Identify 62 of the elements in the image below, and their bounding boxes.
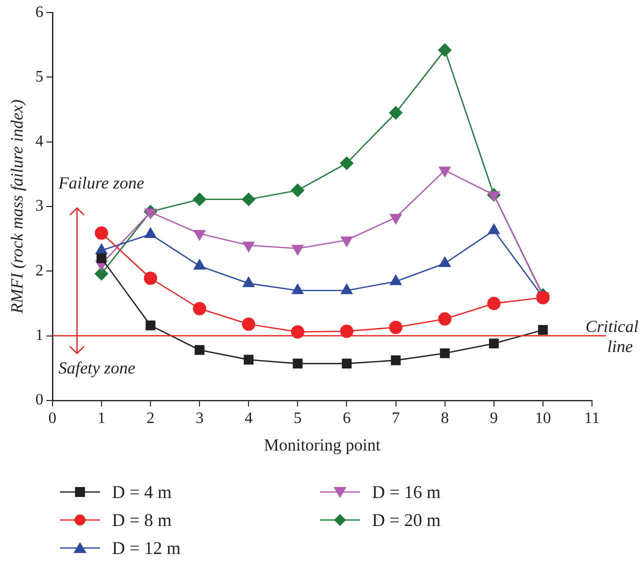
legend-label: D = 16 m [372,482,441,502]
point [194,230,206,240]
legend-label: D = 8 m [112,510,172,530]
y-tick-label: 1 [35,326,44,344]
y-tick-label: 3 [35,198,44,215]
point [242,317,256,331]
point [438,312,452,326]
point [390,214,402,224]
point [389,106,402,120]
point [389,320,402,334]
point [242,192,256,206]
point [487,296,501,310]
x-tick-label: 7 [392,410,400,428]
x-tick-label: 1 [97,410,106,428]
point [146,320,156,330]
point [440,348,450,358]
y-axis-title: RMFI (rock mass failure index) [8,99,27,315]
y-tick-label: 4 [35,133,44,150]
y-tick-label: 5 [35,68,44,86]
point [342,358,352,368]
point [242,242,254,252]
point [244,354,254,365]
legend-label: D = 4 m [112,482,172,502]
x-tick-label: 6 [342,410,351,428]
point [488,191,500,202]
point [340,156,354,170]
legend-label: D = 20 m [372,510,441,530]
point [292,244,304,256]
point [144,208,156,219]
point [94,226,108,240]
x-tick-label: 0 [48,410,56,428]
x-tick-label: 3 [196,410,204,428]
ref-line-label: Critical line [586,316,639,356]
x-tick-label: 9 [490,410,498,428]
point [340,236,353,247]
x-tick-label: 8 [440,410,449,428]
x-tick-label: 4 [244,410,253,428]
annotation: Safety zone [58,358,136,378]
legend-label: D = 12 m [112,538,181,558]
point [144,272,158,285]
x-tick-label: 2 [146,410,155,428]
point [438,43,452,57]
point [390,355,401,366]
x-tick-label: 5 [294,410,302,428]
y-tick-label: 6 [35,4,44,21]
annotation: Failure zone [57,173,145,192]
y-tick-label: 0 [35,392,44,409]
point [192,302,206,316]
point [438,166,451,177]
x-axis-title: Monitoring point [264,435,381,454]
x-tick-label: 10 [534,410,551,428]
point [192,192,206,206]
point [340,324,354,338]
x-tick-label: 11 [584,410,600,428]
y-tick-label: 2 [35,262,44,280]
point [94,267,108,280]
point [292,358,303,368]
point [489,338,499,348]
point [194,345,204,355]
point [291,184,304,197]
point [96,253,106,264]
point [538,325,548,335]
